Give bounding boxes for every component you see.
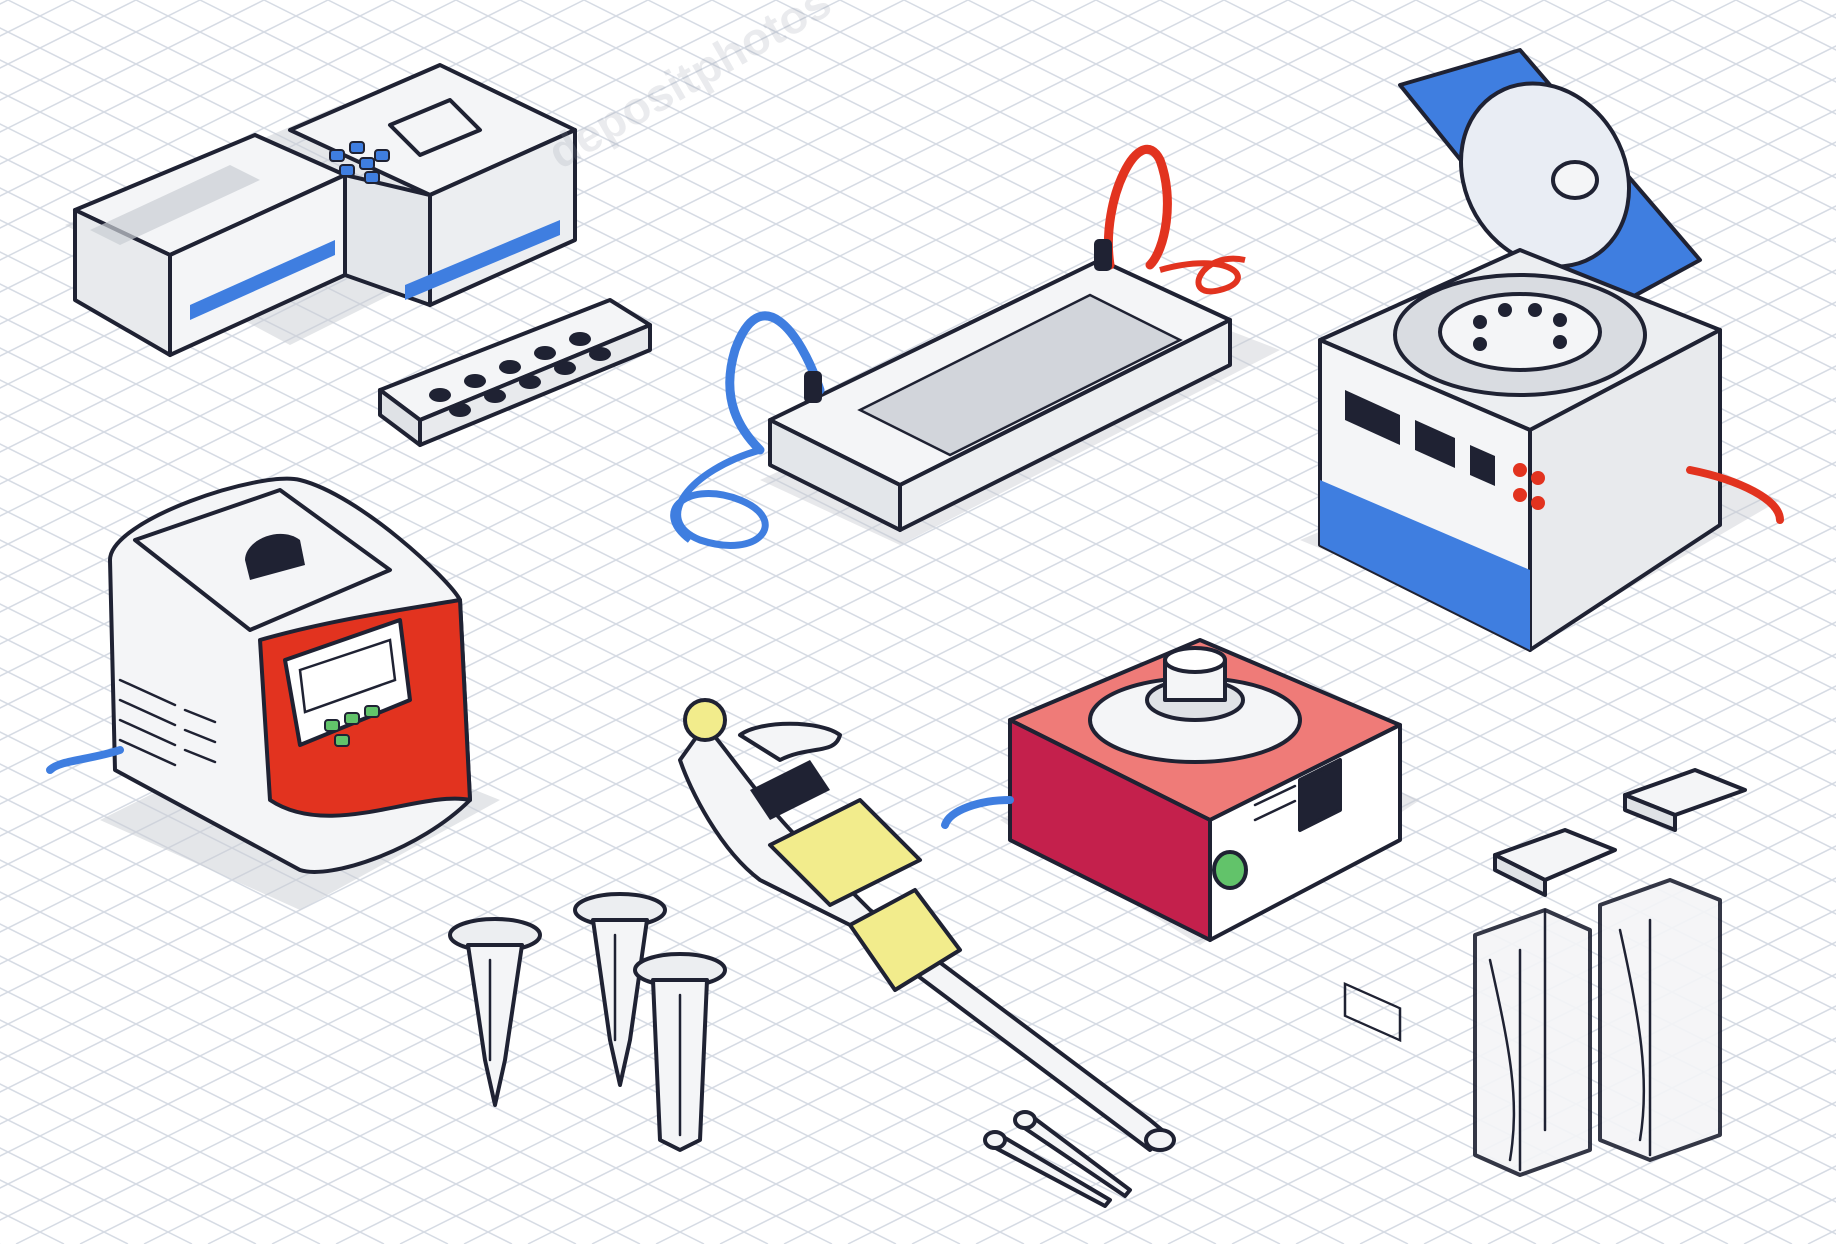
heater-icon (941, 638, 1420, 945)
spectrophotometer-icon (65, 63, 652, 447)
micropipette-icon (678, 698, 1176, 1208)
thermocycler-icon (46, 476, 500, 910)
test-tube-icon (448, 892, 727, 1152)
electrophoresis-tank-icon (670, 144, 1280, 549)
watermark-text: depositphotos (539, 0, 839, 179)
pipette-tip-icon (983, 1110, 1132, 1208)
centrifuge-icon (1300, 48, 1784, 1043)
cuvette-icon (1473, 768, 1747, 1177)
watermark: depositphotos (539, 0, 839, 179)
